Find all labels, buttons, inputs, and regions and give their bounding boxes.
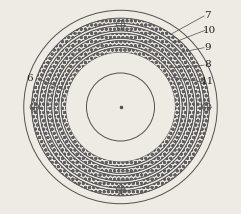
Circle shape xyxy=(87,73,154,141)
Circle shape xyxy=(66,53,175,161)
PathPatch shape xyxy=(40,26,201,188)
PathPatch shape xyxy=(47,33,194,181)
Text: 6: 6 xyxy=(26,74,32,83)
PathPatch shape xyxy=(61,48,180,166)
PathPatch shape xyxy=(32,18,209,196)
PathPatch shape xyxy=(24,10,217,204)
Text: 7: 7 xyxy=(204,11,211,20)
Text: 9: 9 xyxy=(205,43,211,52)
Text: 10: 10 xyxy=(203,25,216,34)
PathPatch shape xyxy=(54,41,187,173)
Text: 8: 8 xyxy=(204,60,211,69)
Text: 11: 11 xyxy=(201,77,214,86)
